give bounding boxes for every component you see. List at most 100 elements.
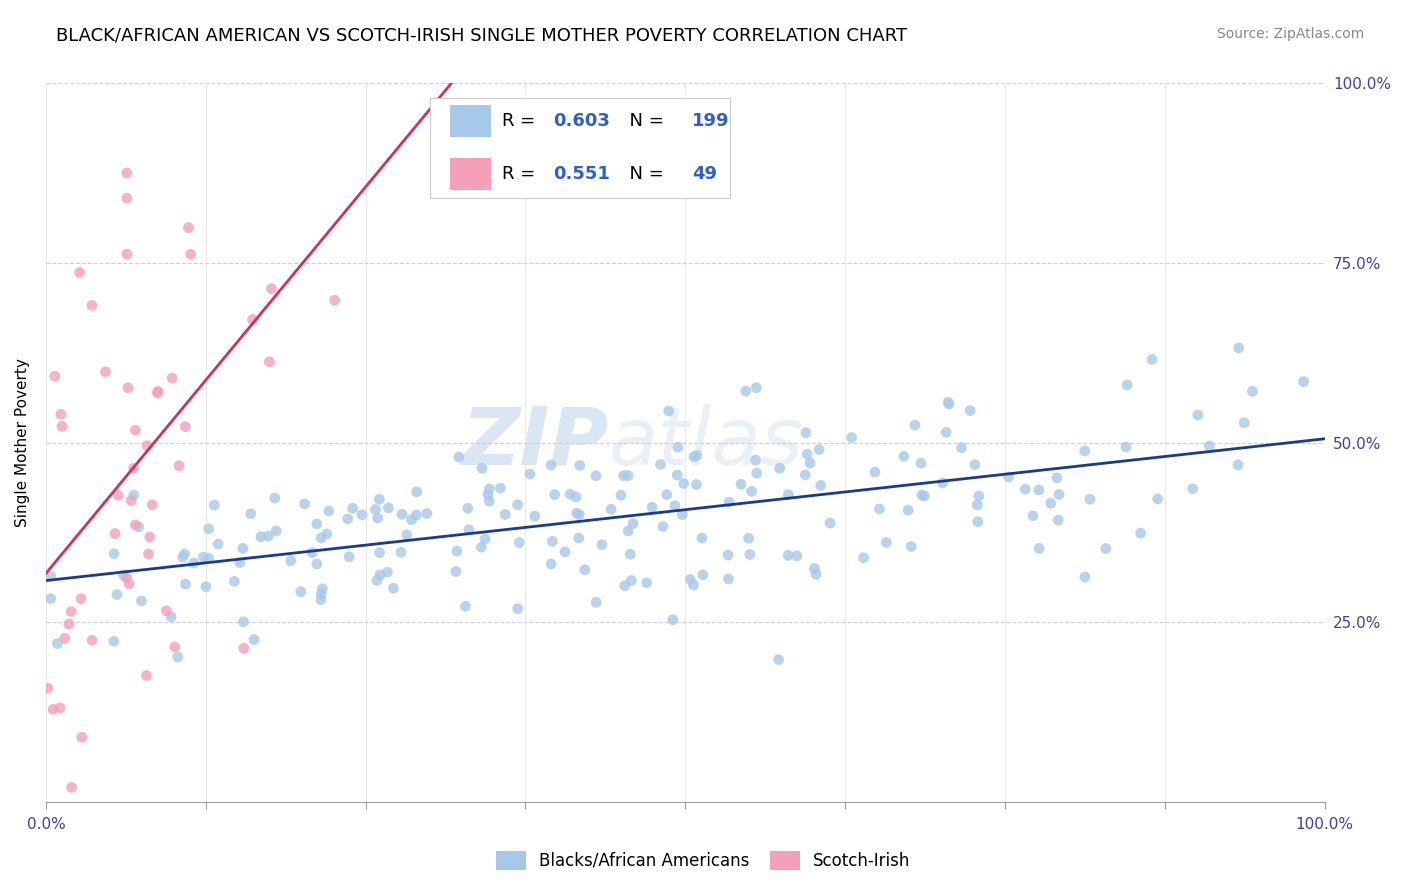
Point — [519, 467, 541, 481]
Text: Source: ZipAtlas.com: Source: ZipAtlas.com — [1216, 27, 1364, 41]
Point — [305, 516, 328, 531]
Text: N =: N = — [617, 112, 669, 130]
Point — [446, 544, 468, 558]
Point — [671, 508, 693, 522]
Point — [173, 547, 195, 561]
Point — [852, 550, 875, 565]
Point — [117, 381, 139, 395]
Point — [841, 430, 863, 444]
Point — [239, 507, 262, 521]
Point — [1074, 570, 1097, 584]
Point — [391, 508, 413, 522]
Point — [264, 524, 287, 538]
Point — [745, 381, 768, 395]
Point — [540, 458, 562, 472]
Point — [160, 609, 183, 624]
Text: 0.603: 0.603 — [554, 112, 610, 130]
Point — [910, 456, 932, 470]
Point — [1078, 492, 1101, 507]
Point — [683, 450, 706, 464]
Point — [804, 567, 827, 582]
Point — [229, 556, 252, 570]
FancyBboxPatch shape — [450, 158, 491, 190]
Point — [768, 652, 790, 666]
Point — [259, 355, 281, 369]
Point — [1129, 526, 1152, 541]
Point — [655, 488, 678, 502]
Point — [471, 461, 494, 475]
Point — [174, 577, 197, 591]
Point — [620, 574, 643, 588]
Point — [70, 591, 93, 606]
Text: ZIP: ZIP — [461, 404, 609, 482]
Point — [1198, 439, 1220, 453]
Point — [128, 520, 150, 534]
Text: R =: R = — [502, 112, 541, 130]
Point — [506, 601, 529, 615]
Point — [544, 488, 567, 502]
Point — [508, 535, 530, 549]
Point — [146, 386, 169, 401]
Point — [141, 498, 163, 512]
Point — [600, 502, 623, 516]
Point — [290, 584, 312, 599]
Point — [470, 540, 492, 554]
Point — [301, 546, 323, 560]
Point — [309, 587, 332, 601]
Point — [741, 484, 763, 499]
Point — [120, 493, 142, 508]
Point — [377, 500, 399, 515]
Text: atlas: atlas — [609, 404, 803, 482]
Point — [60, 780, 83, 795]
Point — [163, 640, 186, 654]
Point — [658, 404, 681, 418]
Point — [931, 475, 953, 490]
Point — [294, 497, 316, 511]
Point — [207, 537, 229, 551]
Point — [963, 458, 986, 472]
Point — [1146, 491, 1168, 506]
Point — [808, 442, 831, 457]
Point — [478, 494, 501, 508]
FancyBboxPatch shape — [430, 98, 730, 198]
Point — [122, 488, 145, 502]
Point — [685, 477, 707, 491]
Point — [49, 701, 72, 715]
Point — [869, 502, 891, 516]
Point — [574, 563, 596, 577]
Point — [1115, 440, 1137, 454]
Point — [875, 535, 897, 549]
Point — [60, 605, 83, 619]
Point — [183, 556, 205, 570]
Point — [541, 534, 564, 549]
Text: 0.551: 0.551 — [554, 165, 610, 183]
Point — [69, 265, 91, 279]
Point — [70, 731, 93, 745]
Point — [107, 488, 129, 502]
Point — [690, 531, 713, 545]
Point — [679, 573, 702, 587]
Point — [1028, 541, 1050, 556]
Point — [103, 547, 125, 561]
Point — [457, 523, 479, 537]
Point — [405, 508, 427, 522]
Point — [42, 702, 65, 716]
Point — [1094, 541, 1116, 556]
Point — [1181, 482, 1204, 496]
Point — [478, 482, 501, 496]
Point — [115, 571, 138, 585]
Point — [232, 615, 254, 629]
Point — [621, 516, 644, 531]
Point — [734, 384, 756, 399]
Point — [1046, 471, 1069, 485]
Point — [1116, 378, 1139, 392]
Point — [666, 468, 689, 483]
Point — [115, 191, 138, 205]
Point — [39, 591, 62, 606]
Point — [318, 504, 340, 518]
Point — [997, 470, 1019, 484]
Point — [260, 282, 283, 296]
Point — [474, 532, 496, 546]
Point — [389, 545, 412, 559]
Point — [53, 632, 76, 646]
